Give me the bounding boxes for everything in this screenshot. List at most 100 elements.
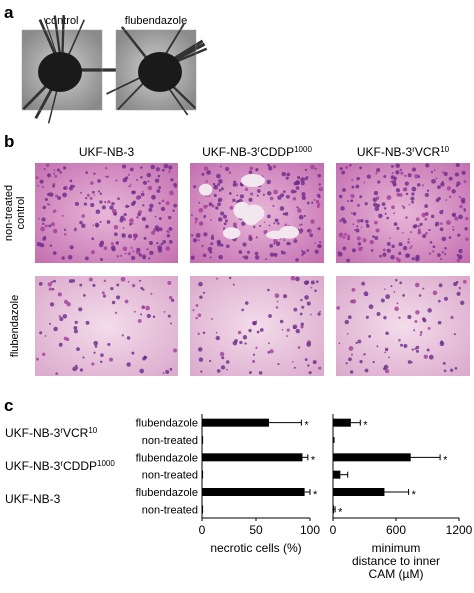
nucleus [131,283,136,288]
text-part: 10 [88,426,97,435]
nucleus [383,288,386,291]
nucleus [49,322,52,325]
nucleus [342,236,346,239]
nucleus [407,314,412,319]
nucleus [414,282,420,288]
nucleus [232,198,236,203]
nucleus [110,287,114,291]
nucleus [94,344,98,348]
nucleus [44,335,47,337]
nucleus [372,360,375,364]
nucleus [399,168,402,171]
nucleus [130,255,136,261]
nucleus [255,236,258,239]
nucleus [398,251,402,255]
nucleus [277,195,282,200]
nucleus [294,237,297,240]
nucleus [417,228,421,232]
nucleus [411,167,417,172]
nucleus [369,239,374,245]
nucleus [203,215,207,218]
nucleus [402,232,404,234]
nucleus [69,179,73,183]
nucleus [318,366,322,370]
bar [202,505,204,514]
nucleus [74,329,78,334]
photo-frame [115,29,197,111]
nucleus [297,176,301,180]
nucleus [351,248,356,253]
nucleus [124,299,129,304]
nucleus [284,212,289,216]
category-label: flubendazole [136,487,198,499]
nucleus [47,282,52,287]
nucleus [40,226,46,232]
nucleus [399,281,403,285]
x-tick-label: 100 [300,523,320,537]
nucleus [209,359,212,363]
nucleus [395,188,401,193]
nucleus [59,317,64,322]
nucleus [383,364,389,370]
nucleus [210,242,214,246]
nucleus [160,206,166,212]
nucleus [395,163,401,168]
nucleus [365,315,369,319]
nucleus [64,167,67,170]
nucleus [355,341,358,345]
nucleus [168,170,171,174]
nucleus [244,342,247,345]
nucleus [126,336,131,340]
nucleus [63,228,67,231]
nucleus [101,205,106,210]
nucleus [422,287,425,290]
nucleus [124,252,127,255]
nucleus [286,172,291,177]
nucleus [431,178,436,184]
nucleus [398,242,403,247]
nucleus [85,320,90,325]
bar [202,436,204,444]
nucleus [403,187,408,192]
x-axis-label: CAM (µM) [369,567,424,581]
nucleus [133,237,137,241]
nucleus [250,192,254,196]
nucleus [142,204,145,207]
panel-label: b [4,132,14,151]
nucleus [252,353,256,356]
nucleus [122,246,128,251]
nucleus [421,317,426,321]
nucleus [448,176,453,181]
nucleus [414,319,418,323]
nucleus [296,206,298,208]
text-part: 1000 [294,145,312,154]
nucleus [195,316,198,320]
nucleus [219,351,225,357]
nucleus [293,326,296,330]
nucleus [149,203,154,208]
nucleus [198,201,201,204]
nucleus [115,179,118,182]
nucleus [428,354,434,360]
nucleus [356,225,359,228]
nucleus [268,166,273,171]
nucleus [137,319,142,323]
nucleus [432,290,438,296]
nucleus [215,206,219,210]
nucleus [461,170,466,175]
nucleus [168,165,173,170]
nucleus [269,244,274,248]
nucleus [151,194,156,200]
nucleus [258,371,263,375]
nucleus [203,166,209,171]
nucleus [167,314,171,318]
nucleus [101,291,105,295]
nucleus [92,283,96,287]
nucleus [197,313,202,318]
category-label: flubendazole [136,452,198,464]
nucleus [339,219,343,223]
nucleus [61,256,65,260]
nucleus [220,211,225,216]
nucleus [389,237,391,239]
nucleus [49,244,53,247]
